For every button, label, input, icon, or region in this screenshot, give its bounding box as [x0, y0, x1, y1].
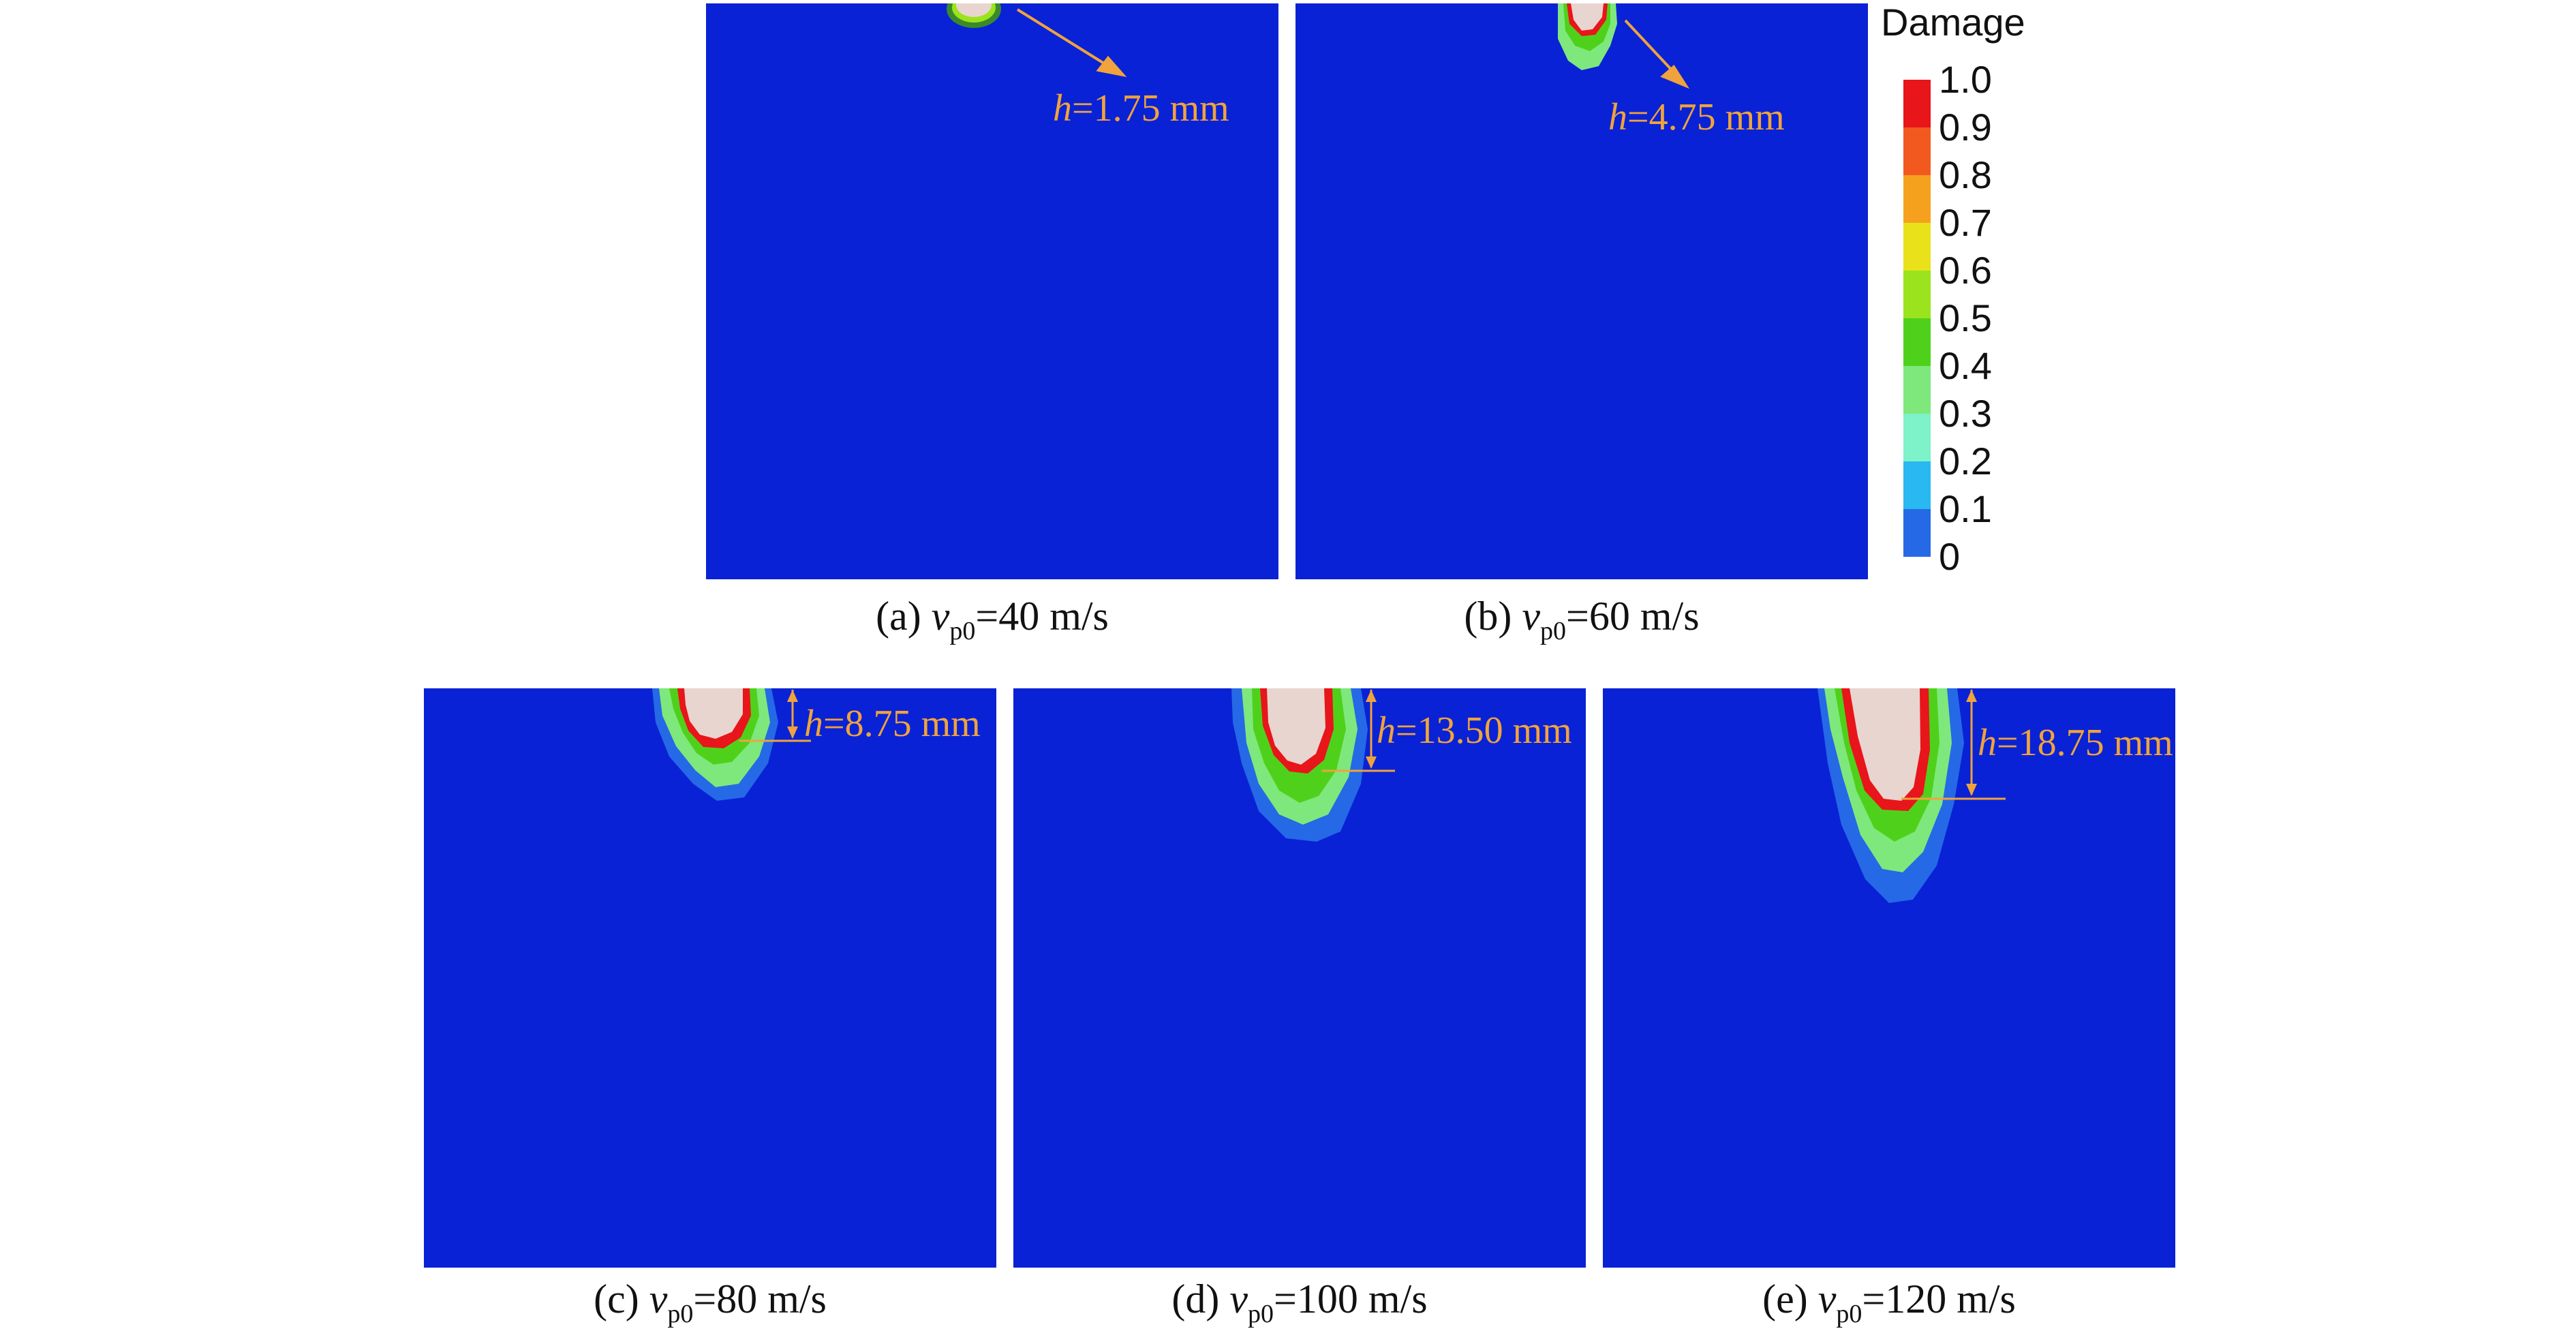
legend-swatch: [1903, 271, 1931, 318]
caption-b: (b) vp0=60 m/s: [1464, 594, 1700, 645]
legend-tick: 0.1: [1939, 487, 1992, 530]
legend-swatch: [1903, 414, 1931, 461]
legend-swatch: [1903, 461, 1931, 509]
legend-swatch: [1903, 80, 1931, 127]
panel-a: [706, 3, 1278, 579]
projectile-b: [1571, 3, 1604, 31]
caption-a: (a) vp0=40 m/s: [876, 594, 1109, 645]
caption-c: (c) vp0=80 m/s: [594, 1276, 827, 1328]
projectile-c: [684, 688, 743, 739]
legend-title: Damage: [1881, 1, 2025, 44]
panel-c: [424, 688, 996, 1268]
legend-tick: 0.3: [1939, 392, 1992, 435]
legend-tick: 0.5: [1939, 296, 1992, 339]
panel-b: [1295, 3, 1868, 579]
legend-tick: 0.8: [1939, 153, 1992, 196]
legend-tick: 0.6: [1939, 249, 1992, 292]
annotation-d: h=13.50 mm: [1377, 709, 1572, 752]
legend-colorbar: [1903, 80, 1931, 557]
projectile-a: [956, 3, 992, 17]
legend-swatch: [1903, 127, 1931, 175]
caption-d: (d) vp0=100 m/s: [1171, 1276, 1428, 1328]
legend-tick: 0.7: [1939, 201, 1992, 244]
legend-swatch: [1903, 175, 1931, 223]
legend-tick: 0.4: [1939, 344, 1992, 387]
legend-tick: 0: [1939, 535, 1961, 578]
annotation-e: h=18.75 mm: [1978, 722, 2173, 764]
legend-swatch: [1903, 318, 1931, 366]
annotation-a: h=1.75 mm: [1053, 87, 1229, 129]
panel-e: [1603, 688, 2175, 1268]
annotation-c: h=8.75 mm: [804, 703, 981, 745]
legend-swatch: [1903, 223, 1931, 271]
legend-tick: 1.0: [1939, 58, 1992, 101]
damage-zone-d: [1231, 688, 1368, 842]
panel-d: [1013, 688, 1586, 1268]
caption-e: (e) vp0=120 m/s: [1762, 1276, 2016, 1328]
annotation-b: h=4.75 mm: [1608, 96, 1785, 138]
damage-zone-b: [1558, 3, 1617, 70]
legend-swatch: [1903, 509, 1931, 557]
projectile-d: [1267, 688, 1325, 765]
damage-zone-a: [947, 3, 1001, 28]
damage-zone-c: [652, 688, 778, 801]
legend-tick: 0.2: [1939, 440, 1992, 483]
legend-swatch: [1903, 366, 1931, 414]
legend-tick: 0.9: [1939, 106, 1992, 149]
projectile-e: [1850, 688, 1920, 801]
damage-zone-e: [1818, 688, 1964, 903]
